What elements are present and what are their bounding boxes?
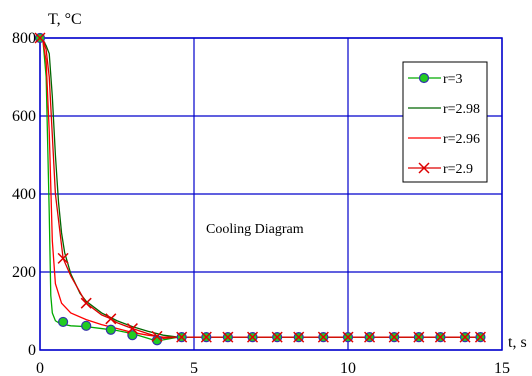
legend-box [402,61,488,183]
x-tick-label: 10 [340,360,356,376]
plot-frame [39,37,503,351]
y-tick-label: 400 [12,186,36,203]
tick-labels: 0 5 10 15 0 200 400 600 800 [12,30,510,376]
y-tick-label: 800 [12,30,36,47]
chart-annotation: Cooling Diagram [206,222,304,237]
series-point [342,331,354,343]
series-point [222,331,234,343]
legend-item: r=2.98 [408,102,480,117]
legend-label: r=2.98 [443,102,480,117]
y-axis-label: T, °C [48,11,82,28]
series-point [34,32,46,44]
series-point [105,324,116,335]
series-point [434,331,446,343]
legend-item: r=2.9 [408,162,473,177]
legend-label: r=2.9 [443,162,473,177]
x-tick-label: 5 [190,360,198,376]
legend-item: r=2.96 [408,132,480,147]
series-point [126,323,138,335]
series-point [388,331,400,343]
legend-label: r=3 [443,72,463,87]
legend: r=3 r=2.98 r=2.96 r=2.9 [402,61,488,183]
x-tick-label: 15 [494,360,510,376]
legend-item: r=3 [408,72,463,87]
series-point [200,331,212,343]
series-point [57,252,69,264]
series-point [81,320,92,331]
y-tick-label: 200 [12,264,36,281]
series-point [474,331,486,343]
series-point [127,330,138,341]
y-tick-label: 0 [28,342,36,359]
legend-marker [418,162,430,174]
legend-label: r=2.96 [443,132,480,147]
legend-marker [418,72,430,84]
series-point [105,313,117,325]
x-axis-label: t, s [508,334,527,351]
series-point [293,331,305,343]
series-layer [34,32,486,346]
series-point [176,331,188,343]
series-point [57,316,69,328]
series-r=2.9 [39,37,481,339]
series-line [39,37,481,339]
series-markers-r=2.9 [34,32,486,343]
series-point [246,331,259,343]
series-point [459,331,471,343]
series-point [413,331,425,343]
series-point [364,331,376,343]
x-tick-label: 0 [36,360,44,376]
series-point [317,331,329,343]
series-point [80,297,92,309]
y-tick-label: 600 [12,108,36,125]
series-point [271,331,283,343]
series-point [151,330,163,342]
